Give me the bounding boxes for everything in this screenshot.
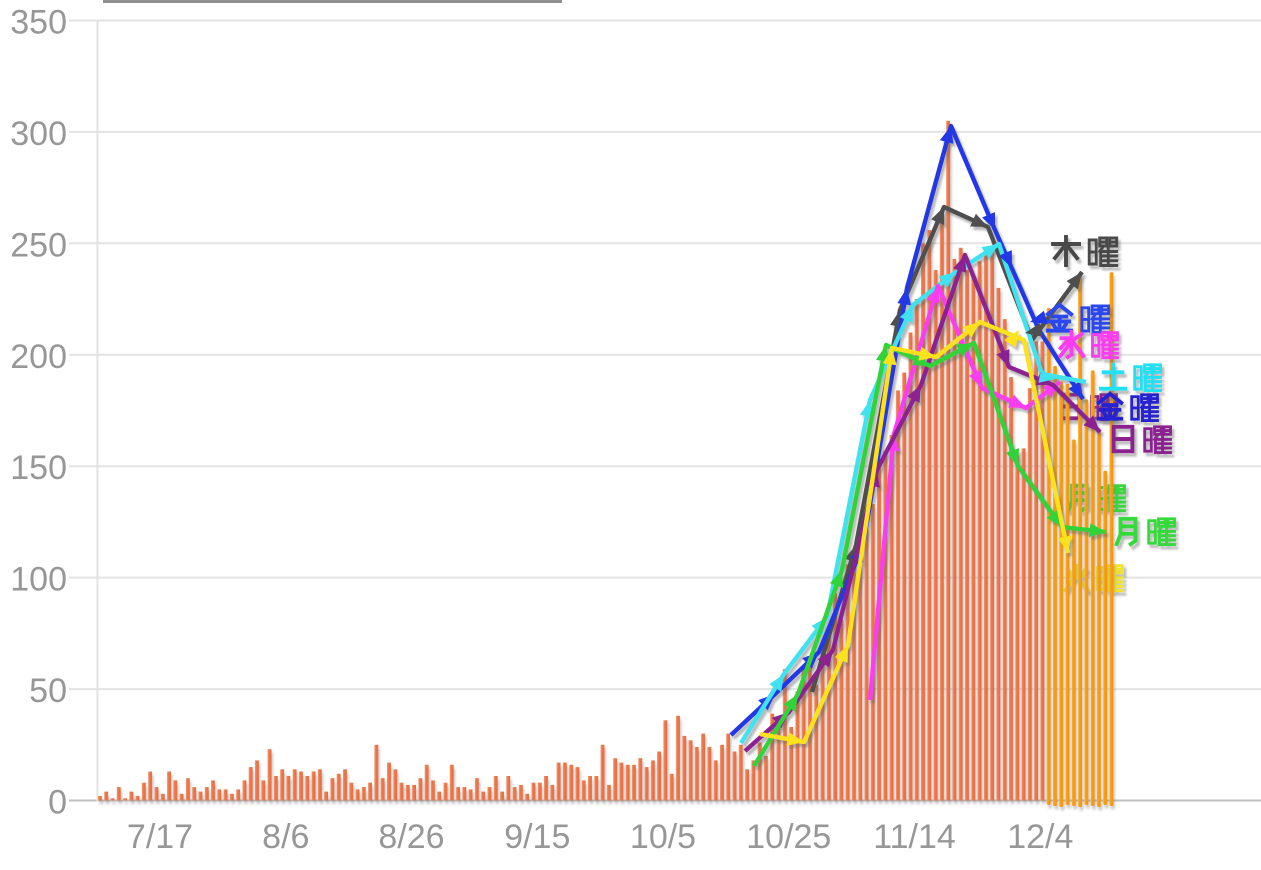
svg-text:8/6: 8/6 <box>262 818 309 856</box>
svg-text:10/25: 10/25 <box>746 818 831 856</box>
svg-text:10/5: 10/5 <box>630 818 696 856</box>
svg-text:250: 250 <box>10 226 67 264</box>
svg-text:100: 100 <box>10 561 67 599</box>
svg-text:8/26: 8/26 <box>378 818 444 856</box>
svg-text:9/15: 9/15 <box>504 818 570 856</box>
svg-text:50: 50 <box>29 672 67 710</box>
svg-text:0: 0 <box>48 784 67 822</box>
svg-text:7/17: 7/17 <box>127 818 193 856</box>
svg-text:300: 300 <box>10 115 67 153</box>
svg-text:150: 150 <box>10 449 67 487</box>
svg-text:200: 200 <box>10 338 67 376</box>
svg-text:12/4: 12/4 <box>1007 818 1073 856</box>
svg-text:11/14: 11/14 <box>873 818 956 856</box>
svg-text:350: 350 <box>10 4 67 42</box>
